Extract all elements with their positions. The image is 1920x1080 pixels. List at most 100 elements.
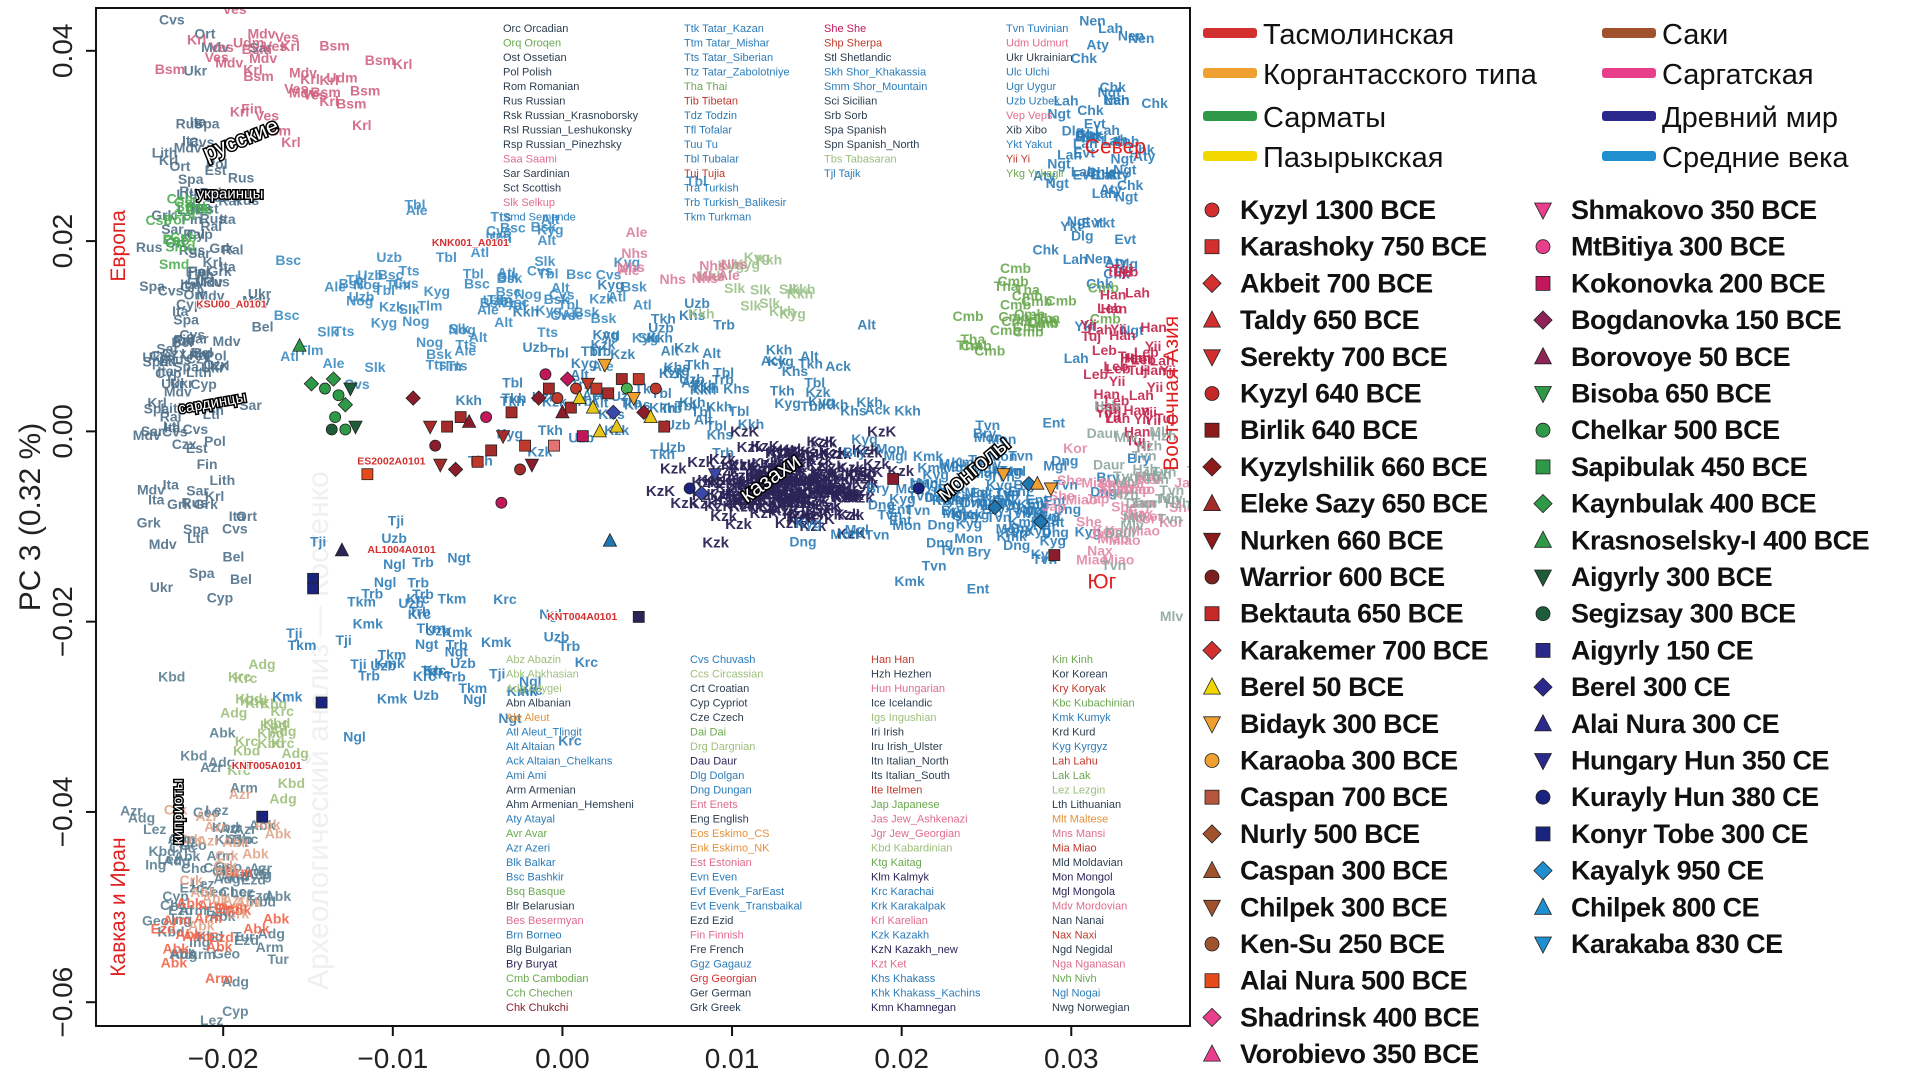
population-point-label: Ita [163, 476, 180, 492]
population-key-entry: Ukr Ukrainian [1006, 52, 1073, 64]
population-point-label: Yii [1109, 373, 1126, 389]
ancient-sample-marker [996, 468, 1011, 483]
population-point-label: Adg [248, 656, 275, 672]
legend-series-entry: Древний мир [1602, 102, 1838, 134]
population-point-label: Adg [128, 809, 155, 825]
population-point-label: Lez [143, 821, 166, 837]
x-tick-label: 0.01 [705, 1043, 760, 1074]
population-point-label: Cmb [1013, 323, 1044, 339]
population-point-label: Yii [1134, 438, 1151, 454]
population-point-label: Uzb [413, 687, 439, 703]
legend-sample-entry: Bidayk 300 BCE [1202, 709, 1439, 739]
population-point-label: Trb [409, 604, 431, 620]
population-point-label: Rus [136, 239, 163, 255]
population-key-entry: Orc Orcadian [503, 23, 568, 35]
population-point-label: Kbd [233, 742, 260, 758]
population-point-label: KzK [744, 487, 773, 504]
population-point-label: Kzk [806, 452, 833, 469]
population-point-label: Kzk [825, 446, 852, 463]
population-point-label: Ezd [246, 887, 271, 903]
population-point-label: Kzk [820, 445, 847, 462]
population-point-label: Kmk [951, 454, 982, 470]
legend-sample-entry: Chilpek 300 BCE [1202, 892, 1448, 922]
population-key-entry: Enk Eskimo_NK [690, 843, 770, 855]
sample-id-label: KNK001_А0101 [432, 237, 509, 249]
population-point-label: Tvn [905, 502, 930, 518]
population-point-label: Lah [1064, 350, 1089, 366]
ancient-sample-marker [548, 439, 560, 452]
population-point-label: Han [1140, 319, 1166, 335]
population-point-label: Azr [250, 860, 273, 876]
population-key-entry: Bes Besermyan [506, 915, 584, 927]
population-key-entry: Sci Sicilian [824, 96, 877, 108]
ancient-sample-marker [334, 542, 350, 557]
legend-sample-entry: Aigyrly 300 BCE [1533, 562, 1773, 592]
population-point-label: Krl [147, 394, 166, 410]
population-point-label: Alt [702, 345, 721, 361]
population-point-label: Adg [258, 926, 285, 942]
population-point-label: Azr [222, 892, 245, 908]
legend-sample-entry: Sapibulak 450 BCE [1535, 452, 1808, 482]
population-point-label: Krl [205, 488, 224, 504]
population-key-entry: Rom Romanian [503, 81, 579, 93]
population-key-entry: Arm Armenian [506, 785, 576, 797]
ancient-sample-marker [615, 373, 628, 385]
population-point-label: Kmk [1008, 514, 1039, 530]
population-point-label: She [1049, 488, 1075, 504]
population-point-label: Cyp [176, 296, 202, 312]
legend-sample-label: Konyr Tobe 300 CE [1571, 819, 1808, 849]
population-key-entry: She She [824, 23, 866, 35]
population-point-label: She [1111, 499, 1137, 515]
population-point-label: Tkh [650, 446, 675, 462]
population-point-label: Chk [1128, 141, 1155, 157]
population-point-label: Azr [229, 786, 252, 802]
population-point-label: Cmb [1000, 297, 1031, 313]
population-point-label: Kbd [257, 725, 284, 741]
population-point-label: Cvs [179, 326, 205, 342]
population-point-label: Ngt [447, 550, 471, 566]
population-point-label: Aty [1100, 181, 1123, 197]
population-point-label: Pol [163, 231, 185, 247]
population-point-label: Bsc [275, 252, 301, 268]
legend-sample-label: Chilpek 300 BCE [1240, 892, 1447, 922]
population-point-label: Ack [865, 401, 891, 417]
legend-sample-label: Bektauta 650 BCE [1240, 599, 1463, 629]
population-point-label: Lez [231, 884, 254, 900]
population-point-label: Bsm [319, 38, 349, 54]
population-point-label: Ent [970, 485, 993, 501]
population-point-label: Cyp [155, 365, 181, 381]
population-point-label: KzK [835, 487, 864, 504]
population-point-label: Cvs [549, 286, 575, 302]
legend-sample-label: Bisoba 650 BCE [1571, 379, 1771, 409]
ancient-sample-marker [592, 423, 608, 438]
population-point-label: KzK [745, 472, 774, 489]
population-point-label: Adg [208, 754, 235, 770]
legend-sample-entry: Kayalyk 950 CE [1533, 856, 1764, 886]
population-point-label: Fin [203, 402, 224, 418]
population-point-label: Mon [876, 441, 905, 457]
population-point-label: KzK [767, 470, 796, 487]
population-key-entry: Est Estonian [690, 857, 752, 869]
population-key-entry: Mia Miao [1052, 843, 1097, 855]
population-point-label: Tvn [962, 493, 987, 509]
population-point-label: Grk [208, 263, 232, 279]
population-point-label: Kyg [537, 222, 563, 238]
population-point-label: Kkh [646, 329, 672, 345]
population-point-label: Kzk [754, 486, 781, 503]
population-point-label: Ort [169, 158, 190, 174]
population-point-label: Bry [843, 444, 867, 460]
population-point-label: Kzk [660, 460, 687, 477]
population-point-label: Kor [1132, 511, 1157, 527]
legend-series-swatch [1602, 151, 1656, 161]
legend-sample-marker [1204, 386, 1220, 401]
legend-sample-entry: Hungary Hun 350 CE [1533, 746, 1830, 776]
population-point-label: Slk [399, 301, 420, 317]
sample-id-label: AL1004А0101 [367, 544, 435, 556]
population-point-label: Adg [269, 723, 296, 739]
population-key-entry: Tdz Todzin [684, 110, 737, 122]
legend-sample-marker [1202, 677, 1222, 695]
legend-sample-entry: Nurly 500 BCE [1202, 819, 1420, 849]
population-key-entry: Slk Selkup [503, 197, 555, 209]
population-point-label: Ita [180, 276, 197, 292]
sample-id-label: KNT005А0101 [232, 760, 302, 772]
